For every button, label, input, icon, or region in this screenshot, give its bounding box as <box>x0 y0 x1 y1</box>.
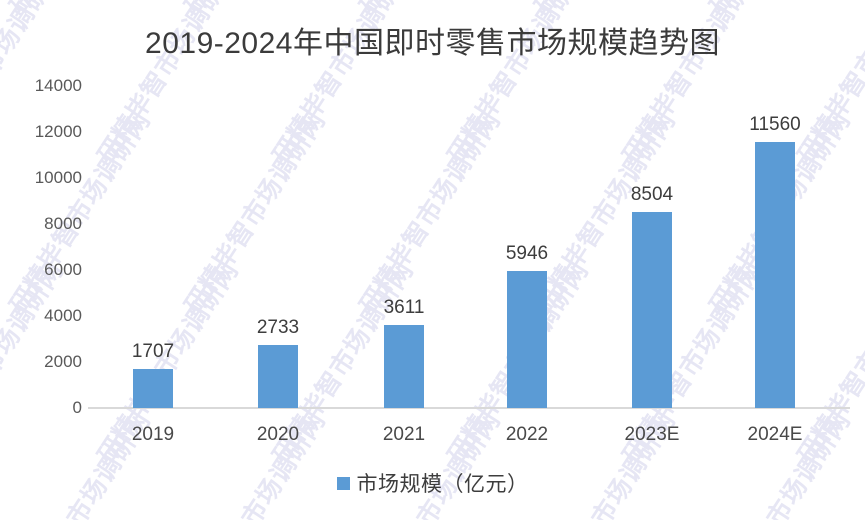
y-axis-tick-label: 8000 <box>44 214 82 233</box>
bar-value-label: 1707 <box>131 340 175 362</box>
watermark-text: 研精毕智市场调研网 <box>700 0 858 20</box>
y-axis-tick-label: 12000 <box>34 122 82 141</box>
watermark-text: 研精毕智市场调研网 <box>180 407 331 520</box>
watermark-text: 研精毕智市场调研网 <box>0 0 158 20</box>
legend-square-marker-icon <box>336 476 350 490</box>
x-axis-tick-label: 2019 <box>131 424 175 445</box>
y-axis: 0 2000 4000 6000 8000 10000 12000 14000 <box>0 76 82 417</box>
legend-entry-label: 市场规模（亿元） <box>356 473 529 496</box>
bar-value-label: 3611 <box>383 296 425 318</box>
chart-legend: 市场规模（亿元） <box>0 468 865 498</box>
bar[interactable] <box>507 271 547 408</box>
watermark-text: 研精毕智市场调研网 <box>530 407 681 520</box>
bar[interactable] <box>384 324 424 408</box>
bar-value-label: 2733 <box>256 317 300 339</box>
x-axis-tick-label: 2023E <box>624 424 680 445</box>
chart-title: 2019-2024年中国即时零售市场规模趋势图 <box>145 27 720 60</box>
y-axis-tick-label: 6000 <box>44 260 82 279</box>
bar[interactable] <box>258 345 298 408</box>
x-axis-tick-label: 2020 <box>256 424 300 445</box>
watermark-text: 研精毕智市场调研网 <box>5 407 156 520</box>
y-axis-tick-label: 2000 <box>44 352 82 371</box>
plot-area: 1707 2733 3611 5946 8504 11560 <box>90 86 840 408</box>
watermark-text: 研精毕智市场调研网 <box>705 407 856 520</box>
x-axis-baseline <box>88 407 850 409</box>
x-axis: 2019 2020 2021 2022 2023E 2024E <box>90 424 840 450</box>
watermark-text: 研精毕智市场调研网 <box>350 0 508 20</box>
x-axis-tick-label: 2024E <box>747 424 803 445</box>
y-axis-tick-label: 0 <box>72 398 82 417</box>
bar-value-label: 8504 <box>630 184 674 206</box>
x-axis-tick-label: 2021 <box>382 424 426 445</box>
watermark-text: 研精毕智市场调研网 <box>525 0 683 20</box>
y-axis-tick-label: 10000 <box>34 168 82 187</box>
bar[interactable] <box>755 142 795 408</box>
y-axis-tick-label: 4000 <box>44 306 82 325</box>
bar[interactable] <box>632 212 672 408</box>
watermark-text: 研精毕智市场调研网 <box>355 407 506 520</box>
y-axis-tick-label: 14000 <box>34 76 82 95</box>
x-axis-tick-label: 2022 <box>505 424 549 445</box>
bar-value-label: 11560 <box>749 114 801 136</box>
bar-value-label: 5946 <box>505 243 549 265</box>
watermark-text: 研精毕智市场调研网 <box>175 0 333 20</box>
bar[interactable] <box>133 368 173 408</box>
